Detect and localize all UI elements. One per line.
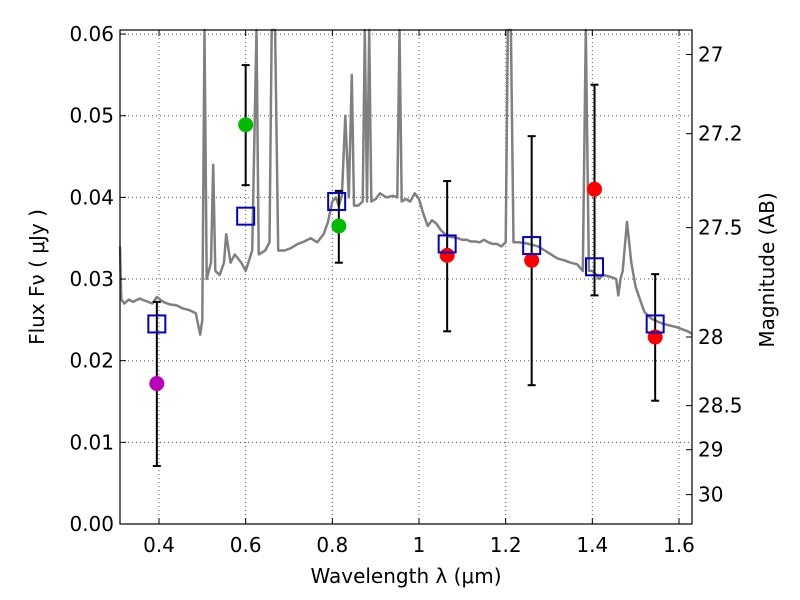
model-band-square [585, 257, 604, 277]
model-band-squares [147, 191, 665, 334]
y2-axis-ticks: 27 27.2 27.5 28 28.5 29 30 [686, 42, 743, 507]
x-axis-ticks: 0.4 0.6 0.8 1 1.2 1.4 1.6 [143, 30, 695, 557]
observed-point [331, 218, 347, 234]
model-band-square [327, 191, 347, 211]
y2-tick-label: 29 [698, 438, 723, 462]
y-tick-label: 0.02 [69, 349, 114, 373]
y2-tick-label: 27.2 [698, 122, 743, 146]
model-band-square [236, 206, 256, 226]
observed-point [439, 247, 455, 263]
x-tick-label: 1.6 [663, 533, 695, 557]
y-tick-label: 0.01 [69, 430, 114, 454]
y-tick-label: 0.05 [69, 104, 114, 128]
y2-tick-label: 27 [698, 42, 723, 66]
sed-line-path [118, 28, 693, 336]
observed-point [149, 376, 165, 392]
model-band-square [522, 236, 542, 256]
model-band-square [437, 234, 457, 254]
x-tick-label: 1.4 [576, 533, 608, 557]
y-tick-label: 0.00 [69, 512, 114, 536]
y2-tick-label: 28.5 [698, 394, 743, 418]
y2-tick-label: 27.5 [698, 216, 743, 240]
observed-point [238, 117, 254, 133]
x-tick-label: 1.2 [490, 533, 522, 557]
sed-model-line [118, 28, 693, 336]
y2-tick-label: 30 [698, 483, 723, 507]
model-band-square [147, 314, 167, 334]
y2-axis-label: Magnitude (AB) [755, 192, 779, 347]
x-tick-label: 0.4 [143, 533, 175, 557]
plot-border [119, 29, 693, 525]
x-axis-label: Wavelength λ (μm) [310, 564, 501, 588]
y-axis-ticks: 0.00 0.01 0.02 0.03 0.04 0.05 0.06 [69, 22, 126, 536]
observed-point [587, 181, 602, 197]
x-tick-label: 0.8 [316, 533, 348, 557]
y-tick-label: 0.03 [69, 267, 114, 291]
observed-point [524, 252, 540, 268]
y-tick-label: 0.06 [69, 22, 114, 46]
x-tick-label: 1 [413, 533, 426, 557]
y-axis-label: Flux Fν ( μJy ) [25, 209, 49, 345]
model-band-square [645, 314, 665, 334]
y2-tick-label: 28 [698, 325, 723, 349]
x-tick-label: 0.6 [230, 533, 262, 557]
y-tick-label: 0.04 [69, 185, 114, 209]
